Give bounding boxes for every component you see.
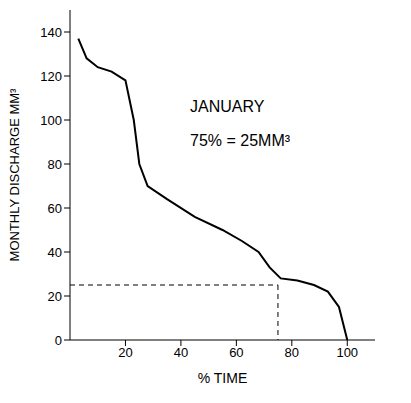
html-text:JANUARY: JANUARY: [190, 98, 265, 115]
svg-text:40: 40: [174, 345, 188, 360]
svg-text:60: 60: [48, 201, 62, 216]
svg-text:60: 60: [229, 345, 243, 360]
svg-text:100: 100: [40, 113, 62, 128]
svg-text:80: 80: [285, 345, 299, 360]
svg-text:MONTHLY DISCHARGE MM³: MONTHLY DISCHARGE MM³: [7, 88, 22, 262]
svg-text:20: 20: [118, 345, 132, 360]
svg-text:100: 100: [336, 345, 358, 360]
svg-text:0: 0: [55, 333, 62, 348]
svg-text:40: 40: [48, 245, 62, 260]
svg-text:80: 80: [48, 157, 62, 172]
svg-text:140: 140: [40, 25, 62, 40]
svg-text:120: 120: [40, 69, 62, 84]
html-text:75% = 25MM³: 75% = 25MM³: [190, 132, 290, 149]
svg-text:% TIME: % TIME: [198, 370, 248, 386]
svg-text:20: 20: [48, 289, 62, 304]
